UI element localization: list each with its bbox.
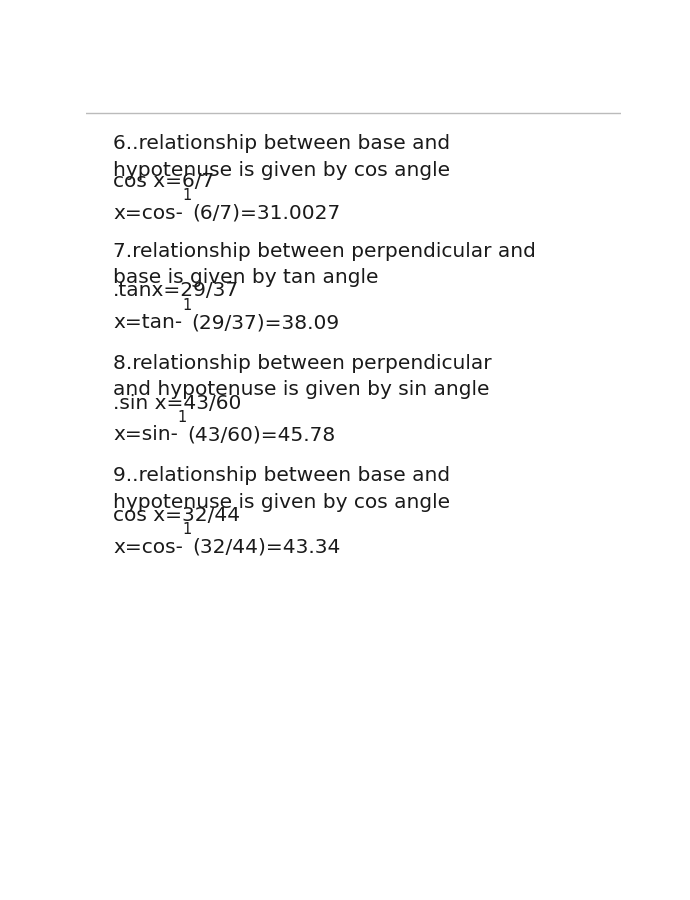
Text: 9..relationship between base and: 9..relationship between base and xyxy=(113,466,450,485)
Text: .sin x=43/60: .sin x=43/60 xyxy=(113,393,242,412)
Text: x=tan-: x=tan- xyxy=(113,313,182,332)
Text: base is given by tan angle: base is given by tan angle xyxy=(113,268,379,287)
Text: 6..relationship between base and: 6..relationship between base and xyxy=(113,134,450,153)
Text: (43/60)=45.78: (43/60)=45.78 xyxy=(187,426,335,445)
Text: x=sin-: x=sin- xyxy=(113,426,178,445)
Text: x=cos-: x=cos- xyxy=(113,537,183,557)
Text: 7.relationship between perpendicular and: 7.relationship between perpendicular and xyxy=(113,242,536,261)
Text: (6/7)=31.0027: (6/7)=31.0027 xyxy=(192,203,340,222)
Text: x=cos-: x=cos- xyxy=(113,203,183,222)
Text: 8.relationship between perpendicular: 8.relationship between perpendicular xyxy=(113,354,491,373)
Text: (29/37)=38.09: (29/37)=38.09 xyxy=(191,313,339,332)
Text: and hypotenuse is given by sin angle: and hypotenuse is given by sin angle xyxy=(113,381,489,400)
Text: 1: 1 xyxy=(182,298,191,313)
Text: cos x=32/44: cos x=32/44 xyxy=(113,506,240,525)
Text: hypotenuse is given by cos angle: hypotenuse is given by cos angle xyxy=(113,161,450,180)
Text: cos x=6/7: cos x=6/7 xyxy=(113,172,214,191)
Text: hypotenuse is given by cos angle: hypotenuse is given by cos angle xyxy=(113,492,450,511)
Text: 1: 1 xyxy=(183,522,192,537)
Text: 1: 1 xyxy=(178,410,187,425)
Text: 1: 1 xyxy=(183,188,192,203)
Text: (32/44)=43.34: (32/44)=43.34 xyxy=(192,537,340,557)
Text: .tanx=29/37: .tanx=29/37 xyxy=(113,281,239,301)
